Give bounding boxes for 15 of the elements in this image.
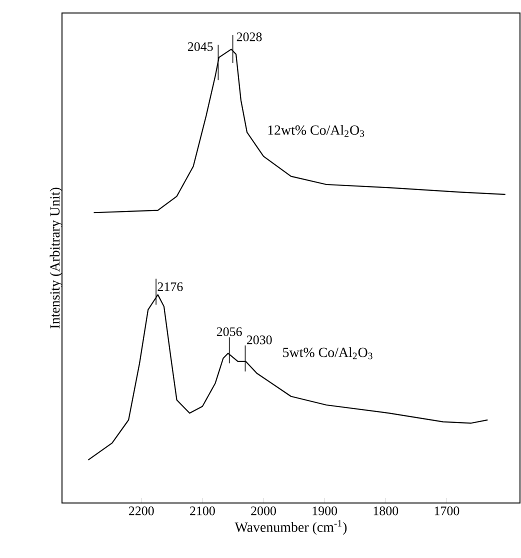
annotation: 2056 [216, 327, 242, 336]
series-label: 12wt% Co/Al$_{2}$O$_{3}$ [268, 124, 364, 137]
x-tick-label: 1800 [374, 506, 398, 516]
annotation: 2030 [246, 336, 272, 344]
x-tick-label: 2000 [251, 506, 276, 516]
x-tick-label: 2200 [128, 506, 154, 516]
x-tick-label: 2100 [190, 506, 215, 516]
annotation: 2045 [188, 42, 213, 51]
text: 2028 [236, 32, 262, 42]
x-tick-label: 1900 [312, 506, 338, 516]
y-axis-title: Intensity (Arbitrary Unit) [50, 188, 62, 328]
series-label: 5wt% Co/Al$_{2}$O$_{3}$ [283, 347, 372, 360]
annotation: 2176 [158, 282, 183, 292]
x-tick-label: 1700 [434, 506, 460, 516]
x-axis-title: Wavenumber (cm$^{-1}$) [234, 520, 347, 535]
